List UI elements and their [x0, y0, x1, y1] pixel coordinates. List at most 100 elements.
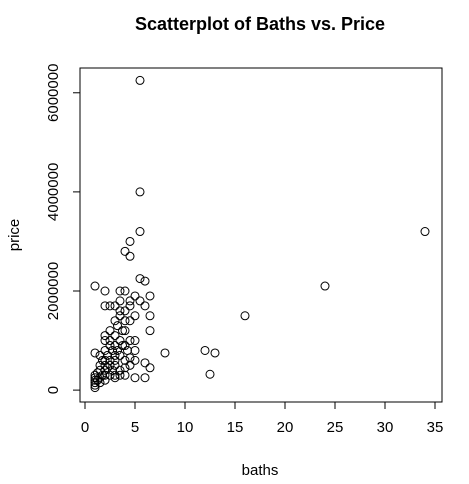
point — [210, 348, 220, 358]
y-tick-label: 0 — [45, 386, 62, 394]
point — [130, 373, 140, 383]
point — [120, 286, 130, 296]
point — [145, 311, 155, 321]
point — [110, 316, 120, 326]
point — [140, 373, 150, 383]
x-axis-label: baths — [242, 462, 279, 479]
point — [115, 350, 125, 360]
x-tick-label: 5 — [131, 419, 139, 436]
point — [130, 355, 140, 365]
x-tick-label: 20 — [277, 419, 294, 436]
point — [145, 326, 155, 336]
point — [320, 281, 330, 291]
point — [130, 345, 140, 355]
point — [130, 291, 140, 301]
point — [105, 301, 115, 311]
point — [420, 227, 430, 237]
point — [105, 341, 115, 351]
x-tick-label: 25 — [327, 419, 344, 436]
point — [115, 306, 125, 316]
point — [200, 345, 210, 355]
point — [100, 345, 110, 355]
point — [105, 355, 115, 365]
point — [130, 311, 140, 321]
x-tick-label: 10 — [177, 419, 194, 436]
point — [100, 286, 110, 296]
point — [108, 365, 117, 375]
point — [110, 370, 120, 380]
point — [118, 341, 127, 351]
point — [120, 355, 130, 365]
point — [120, 363, 130, 373]
point — [125, 316, 135, 326]
plot-frame — [79, 67, 443, 403]
point — [135, 227, 145, 237]
point — [120, 306, 130, 316]
point — [110, 341, 120, 351]
point — [100, 360, 110, 370]
point — [120, 370, 130, 380]
point — [140, 276, 150, 286]
point — [115, 286, 125, 296]
point — [113, 345, 122, 355]
point — [105, 336, 115, 346]
point — [105, 360, 115, 370]
point — [100, 331, 110, 341]
point — [90, 380, 100, 390]
y-axis-label: price — [6, 219, 23, 252]
point — [125, 336, 135, 346]
x-tick-label: 35 — [427, 419, 444, 436]
point — [90, 378, 100, 388]
point — [118, 326, 127, 336]
point — [110, 360, 120, 370]
point — [115, 370, 125, 380]
point — [120, 341, 130, 351]
point — [125, 251, 135, 261]
point — [113, 321, 122, 331]
point — [105, 326, 115, 336]
point — [125, 353, 135, 363]
point — [120, 246, 130, 256]
point — [90, 281, 100, 291]
point — [125, 296, 135, 306]
point — [135, 75, 145, 85]
point — [140, 301, 150, 311]
point — [108, 345, 117, 355]
point — [123, 345, 132, 355]
point — [110, 331, 120, 341]
y-tick-label: 2000000 — [45, 262, 62, 320]
point — [120, 326, 130, 336]
x-tick-label: 15 — [227, 419, 244, 436]
chart-title: Scatterplot of Baths vs. Price — [135, 14, 385, 34]
point — [100, 336, 110, 346]
point — [240, 311, 250, 321]
point — [135, 296, 145, 306]
point — [115, 311, 125, 321]
point — [103, 350, 112, 360]
point — [145, 363, 155, 373]
point — [90, 348, 100, 358]
point — [110, 355, 120, 365]
point — [135, 187, 145, 197]
point — [95, 373, 105, 383]
y-tick-label: 6000000 — [45, 64, 62, 122]
point — [125, 236, 135, 246]
point — [130, 336, 140, 346]
point — [135, 274, 145, 284]
point — [110, 301, 120, 311]
point — [160, 348, 170, 358]
point — [145, 291, 155, 301]
point — [100, 375, 110, 385]
point — [110, 373, 120, 383]
point — [95, 350, 105, 360]
point — [125, 301, 135, 311]
x-tick-label: 0 — [81, 419, 89, 436]
point — [115, 296, 125, 306]
y-tick-label: 4000000 — [45, 163, 62, 221]
point — [140, 358, 150, 368]
x-tick-label: 30 — [377, 419, 394, 436]
point — [125, 360, 135, 370]
point — [110, 350, 120, 360]
